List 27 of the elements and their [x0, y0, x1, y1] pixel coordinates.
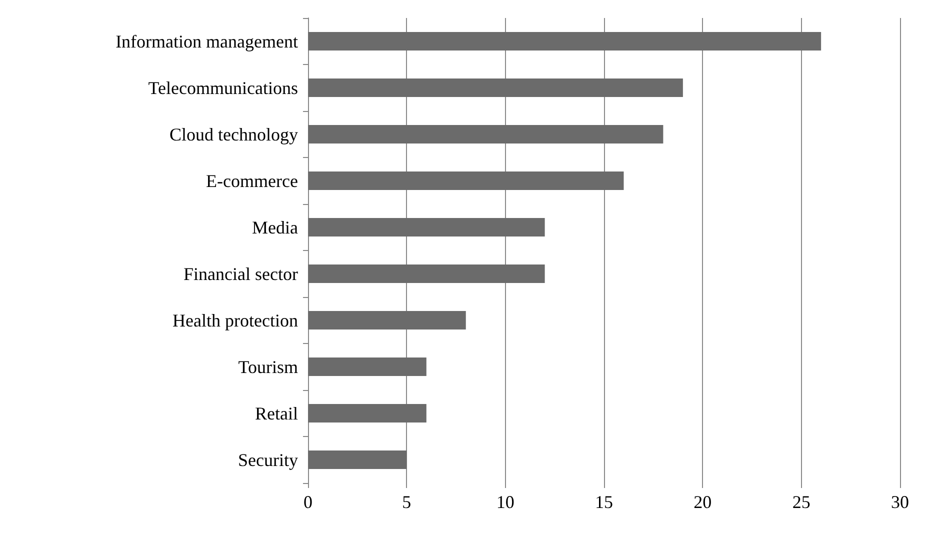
y-tick-label: Retail [255, 403, 298, 424]
bar [308, 78, 683, 98]
x-tick-label: 15 [595, 492, 613, 512]
x-tick-label: 20 [694, 492, 712, 512]
bar [308, 32, 822, 51]
y-tick-label: Information management [116, 31, 298, 52]
x-tick-label: 25 [792, 492, 810, 512]
y-tick-label: Cloud technology [170, 124, 298, 144]
x-tick-label: 5 [402, 492, 412, 512]
y-tick-label: Media [252, 217, 298, 238]
x-tick-label: 10 [496, 492, 514, 512]
x-tick-label: 30 [891, 492, 909, 512]
y-tick-label: Tourism [238, 356, 298, 377]
y-tick-label: E-commerce [206, 170, 298, 191]
bar [308, 264, 545, 284]
x-tick-label: 0 [304, 492, 312, 512]
bar [308, 218, 545, 237]
bar [308, 357, 426, 376]
bar [308, 310, 466, 330]
y-tick-label: Security [238, 450, 298, 470]
bar [308, 404, 426, 423]
y-tick-label: Telecommunications [148, 78, 298, 98]
bar [308, 171, 624, 190]
bar [308, 124, 664, 144]
y-tick-label: Financial sector [184, 264, 298, 284]
y-tick-label: Health protection [172, 310, 298, 330]
bar [308, 450, 407, 470]
